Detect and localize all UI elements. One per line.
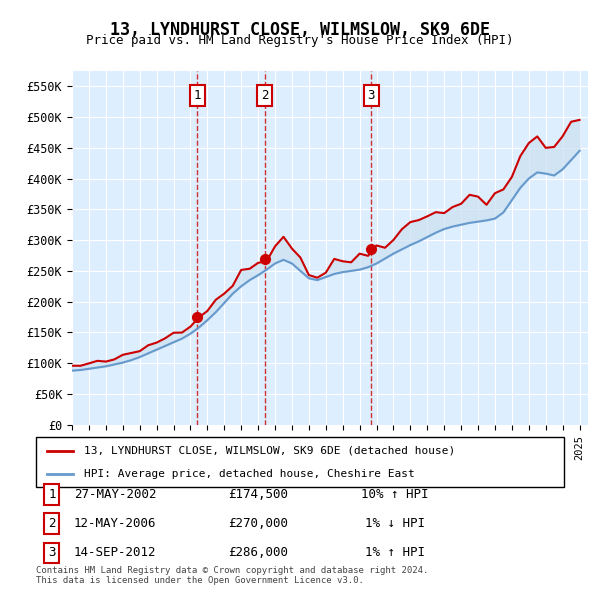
Text: Contains HM Land Registry data © Crown copyright and database right 2024.
This d: Contains HM Land Registry data © Crown c…: [36, 566, 428, 585]
Text: 3: 3: [368, 89, 375, 102]
Text: 1% ↓ HPI: 1% ↓ HPI: [365, 517, 425, 530]
Text: 13, LYNDHURST CLOSE, WILMSLOW, SK9 6DE: 13, LYNDHURST CLOSE, WILMSLOW, SK9 6DE: [110, 21, 490, 39]
Text: 13, LYNDHURST CLOSE, WILMSLOW, SK9 6DE (detached house): 13, LYNDHURST CLOSE, WILMSLOW, SK9 6DE (…: [83, 445, 455, 455]
Text: 12-MAY-2006: 12-MAY-2006: [74, 517, 157, 530]
Text: £174,500: £174,500: [228, 488, 288, 501]
Text: 1: 1: [48, 488, 56, 501]
Text: 1% ↑ HPI: 1% ↑ HPI: [365, 546, 425, 559]
FancyBboxPatch shape: [36, 437, 564, 487]
Text: 10% ↑ HPI: 10% ↑ HPI: [361, 488, 429, 501]
Text: 3: 3: [48, 546, 56, 559]
Text: 1: 1: [193, 89, 201, 102]
Text: 2: 2: [261, 89, 269, 102]
Text: HPI: Average price, detached house, Cheshire East: HPI: Average price, detached house, Ches…: [83, 469, 414, 479]
Text: £270,000: £270,000: [228, 517, 288, 530]
Text: 27-MAY-2002: 27-MAY-2002: [74, 488, 157, 501]
Text: Price paid vs. HM Land Registry's House Price Index (HPI): Price paid vs. HM Land Registry's House …: [86, 34, 514, 47]
Text: 2: 2: [48, 517, 56, 530]
Text: £286,000: £286,000: [228, 546, 288, 559]
Text: 14-SEP-2012: 14-SEP-2012: [74, 546, 157, 559]
